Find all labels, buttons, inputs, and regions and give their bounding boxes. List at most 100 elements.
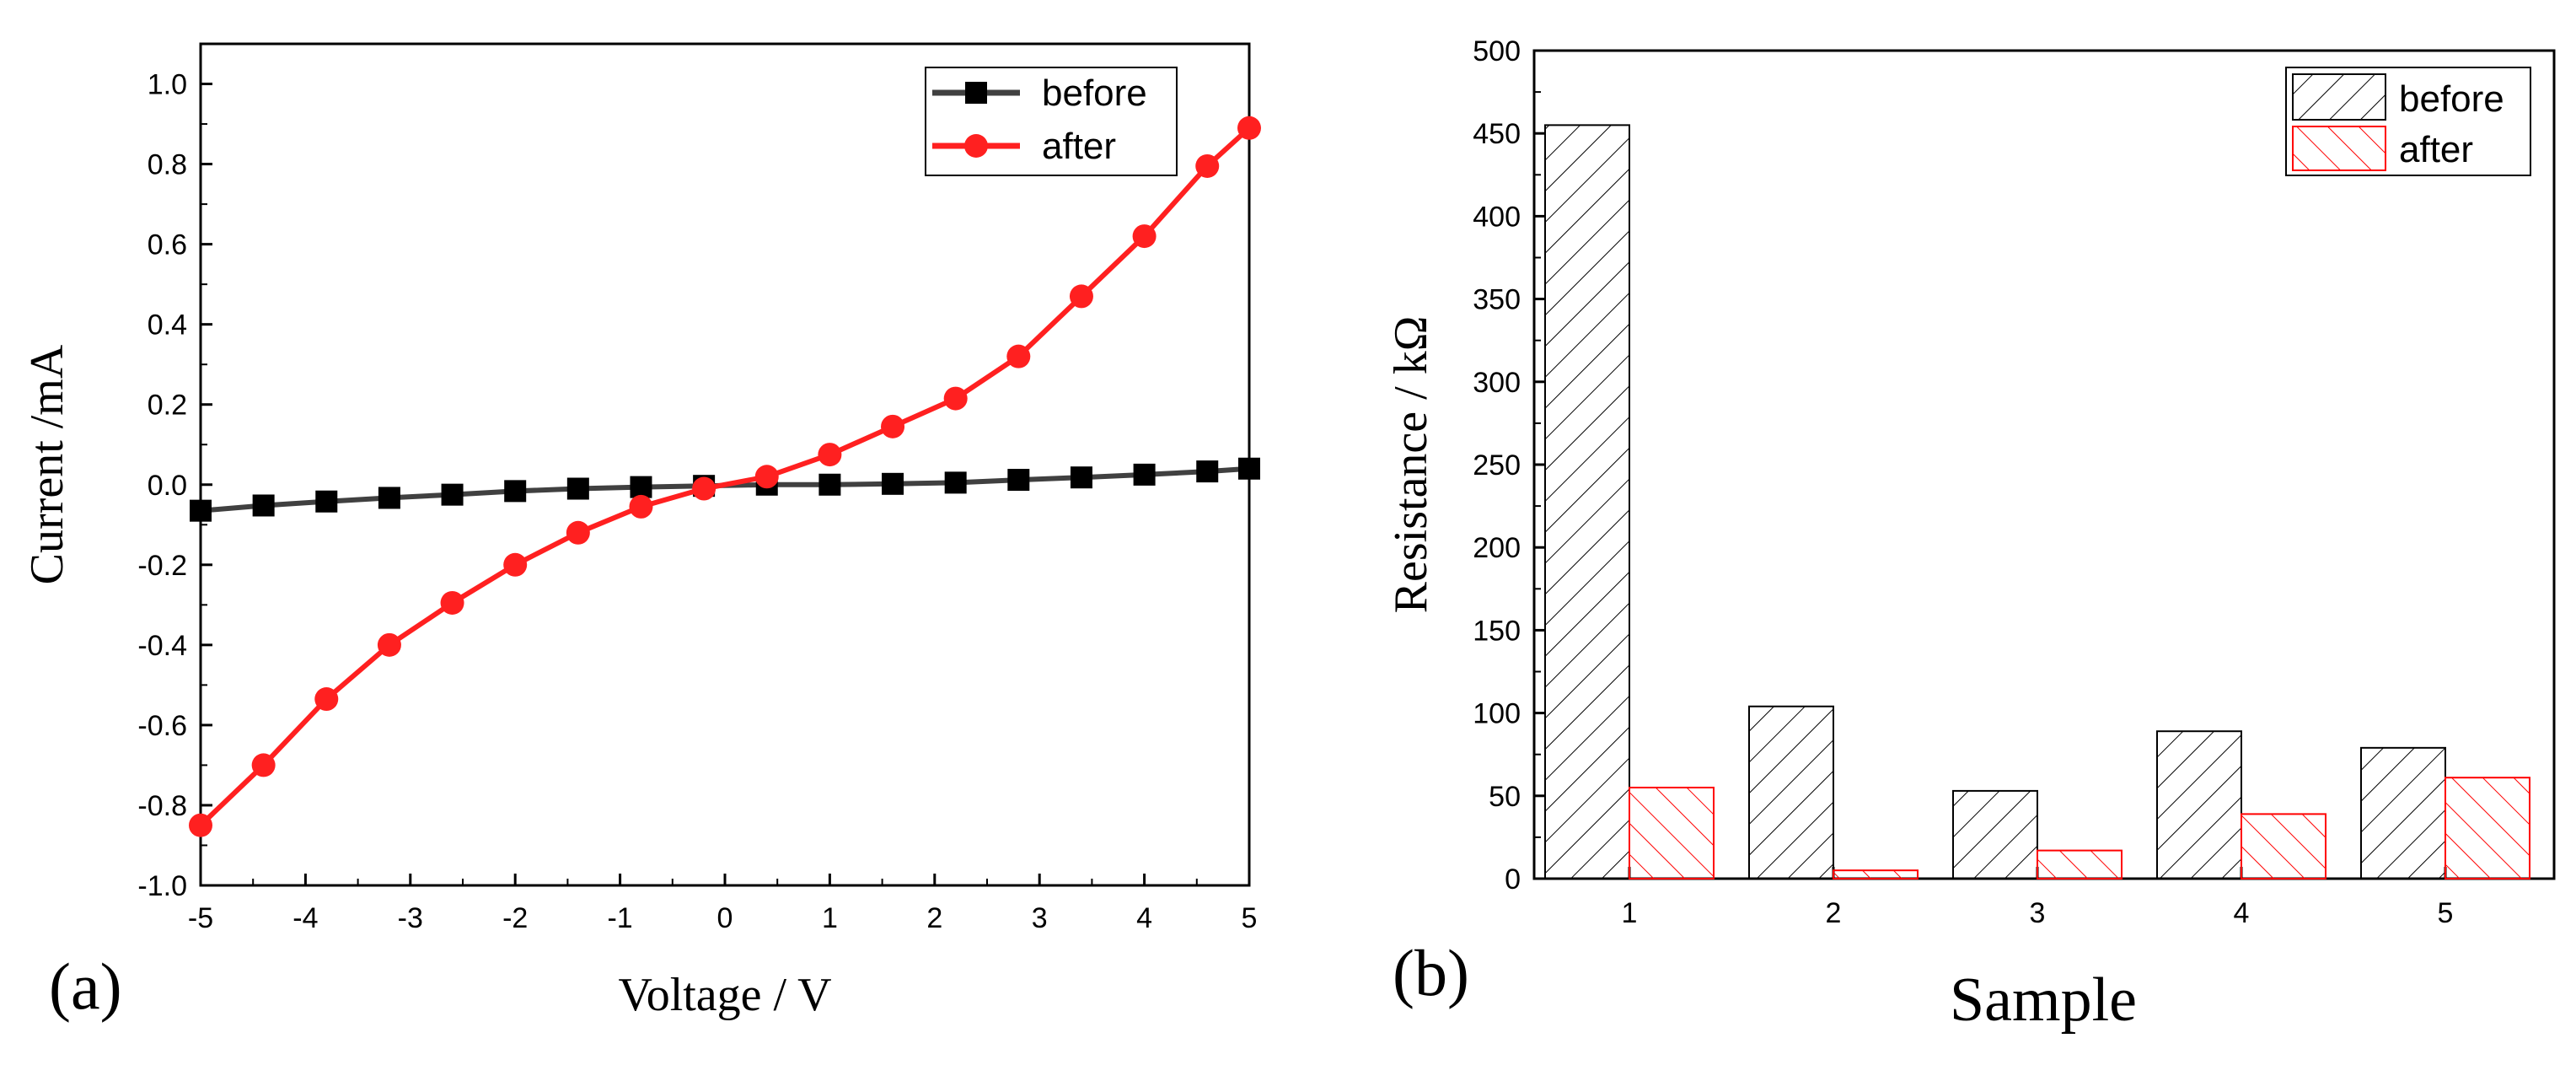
bar-before-sample-3 (1952, 789, 2038, 880)
legend-after-circle-marker (964, 134, 988, 158)
y-tick-label: 50 (1489, 781, 1521, 813)
y-tick-label: -0.6 (137, 710, 187, 742)
series-before-point (1238, 457, 1260, 480)
series-after-line (198, 126, 1252, 827)
y-tick-label: 0.6 (148, 229, 187, 261)
x-tick-label: -5 (188, 902, 213, 934)
x-tick-label: 4 (2234, 897, 2250, 929)
y-tick-label: -0.2 (137, 550, 187, 582)
series-before-point (944, 471, 967, 494)
panel-b-x-axis-label: Sample (1950, 965, 2137, 1035)
legend-before-hatch-swatch (2292, 73, 2386, 121)
panel-a-label: (a) (49, 949, 122, 1023)
y-tick-label: 100 (1473, 698, 1521, 730)
x-tick-label: 0 (717, 902, 733, 934)
series-before-point (630, 476, 652, 498)
series-after-point (440, 590, 464, 615)
x-tick-label: 3 (2030, 897, 2046, 929)
bar-before-sample-2 (1748, 705, 1834, 880)
x-tick-label: 2 (926, 902, 942, 934)
series-after-point (314, 687, 339, 712)
x-tick-label: -3 (398, 902, 423, 934)
series-before-point (315, 490, 338, 513)
legend-after-bar-label: after (2399, 129, 2473, 170)
series-before-point (1196, 460, 1219, 483)
series-before-point (1007, 469, 1030, 492)
x-tick-label: 5 (2438, 897, 2454, 929)
legend-before-label: before (1042, 73, 1147, 114)
series-before-point (882, 472, 904, 495)
panel-a-y-axis-label: Current /mA (21, 344, 73, 584)
series-after-point (566, 520, 590, 545)
y-tick-label: 0.2 (148, 390, 187, 422)
panel-a-iv-chart: -5 -4 -3 -2 -1 0 1 2 3 4 5 -1.0 -0.8 -0.6 -0.4 -0.2 0.0… (21, 42, 1261, 1023)
y-tick-label: 300 (1473, 367, 1521, 399)
bar-before-sample-1 (1544, 124, 1630, 879)
bar-after-sample-5 (2445, 777, 2530, 879)
x-tick-label: 2 (1826, 897, 1842, 929)
bar-after-sample-2 (1833, 869, 1919, 880)
legend-before-square-marker (965, 82, 987, 104)
panel-b-bars (1544, 124, 2530, 880)
series-after-point (1069, 284, 1093, 309)
series-after-point (1006, 344, 1031, 368)
bar-after-sample-4 (2241, 813, 2326, 879)
series-before-point (190, 499, 212, 522)
y-tick-label: 200 (1473, 532, 1521, 564)
x-tick-label: -2 (502, 902, 528, 934)
series-before-point (378, 487, 400, 509)
legend-after-hatch-swatch (2292, 126, 2386, 171)
series-before-point (566, 477, 589, 500)
panel-a-x-axis-label: Voltage / V (618, 969, 831, 1021)
panel-b-legend: before after (2285, 67, 2531, 176)
y-tick-label: 0.0 (148, 470, 187, 502)
series-after-point (189, 813, 212, 837)
series-after-point (503, 552, 528, 577)
series-before-point (1070, 466, 1092, 489)
bar-before-sample-5 (2360, 746, 2446, 879)
panel-a-ticks (199, 83, 1251, 887)
bar-before-sample-4 (2156, 730, 2242, 879)
series-after-point (1237, 116, 1261, 140)
y-tick-label: 150 (1473, 615, 1521, 647)
series-after-point (629, 494, 653, 519)
y-tick-label: 0.8 (148, 149, 187, 181)
series-after-point (251, 753, 276, 777)
panel-b-resistance-chart: 1 2 3 4 5 0 50 100 150 200 250 300 350 400 450 500 Sam… (1385, 35, 2556, 1035)
series-before-point (441, 483, 464, 506)
panel-a-x-tick-labels: -5 -4 -3 -2 -1 0 1 2 3 4 5 (188, 902, 1258, 934)
x-tick-label: 4 (1136, 902, 1152, 934)
y-tick-label: 450 (1473, 118, 1521, 150)
panel-b-y-tick-labels: 0 50 100 150 200 250 300 350 400 450 500 (1473, 35, 1521, 896)
panel-b-label: (b) (1393, 936, 1469, 1009)
series-before-point (504, 480, 527, 503)
y-tick-label: -1.0 (137, 870, 187, 902)
y-tick-label: 500 (1473, 35, 1521, 67)
legend-before-bar-label: before (2399, 78, 2504, 120)
series-before-point (252, 494, 275, 517)
panel-a-series (189, 116, 1261, 837)
series-before-point (818, 473, 841, 496)
x-tick-label: 1 (822, 902, 838, 934)
series-after-point (881, 414, 905, 438)
series-after-point (943, 386, 968, 411)
y-tick-label: 0.4 (148, 309, 187, 342)
panel-a-legend: before after (925, 67, 1178, 176)
series-after-point (754, 465, 779, 489)
y-tick-label: 350 (1473, 284, 1521, 316)
series-after-point (692, 476, 716, 501)
panel-b-y-axis-label: Resistance / kΩ (1385, 316, 1437, 614)
series-after-point (1132, 224, 1157, 249)
y-tick-label: 400 (1473, 201, 1521, 233)
x-tick-label: 3 (1032, 902, 1048, 934)
series-after-point (1195, 153, 1220, 178)
x-tick-label: 5 (1242, 902, 1258, 934)
bar-after-sample-1 (1629, 786, 1715, 879)
panel-a-y-tick-labels: -1.0 -0.8 -0.6 -0.4 -0.2 0.0 0.2 0.4 0.6 0.8 1.0 (137, 69, 187, 902)
legend-after-label: after (1042, 126, 1116, 167)
series-before-point (1133, 463, 1156, 486)
x-tick-label: -1 (607, 902, 632, 934)
panel-b-x-tick-labels: 1 2 3 4 5 (1622, 897, 2454, 929)
bar-after-sample-3 (2037, 849, 2123, 879)
